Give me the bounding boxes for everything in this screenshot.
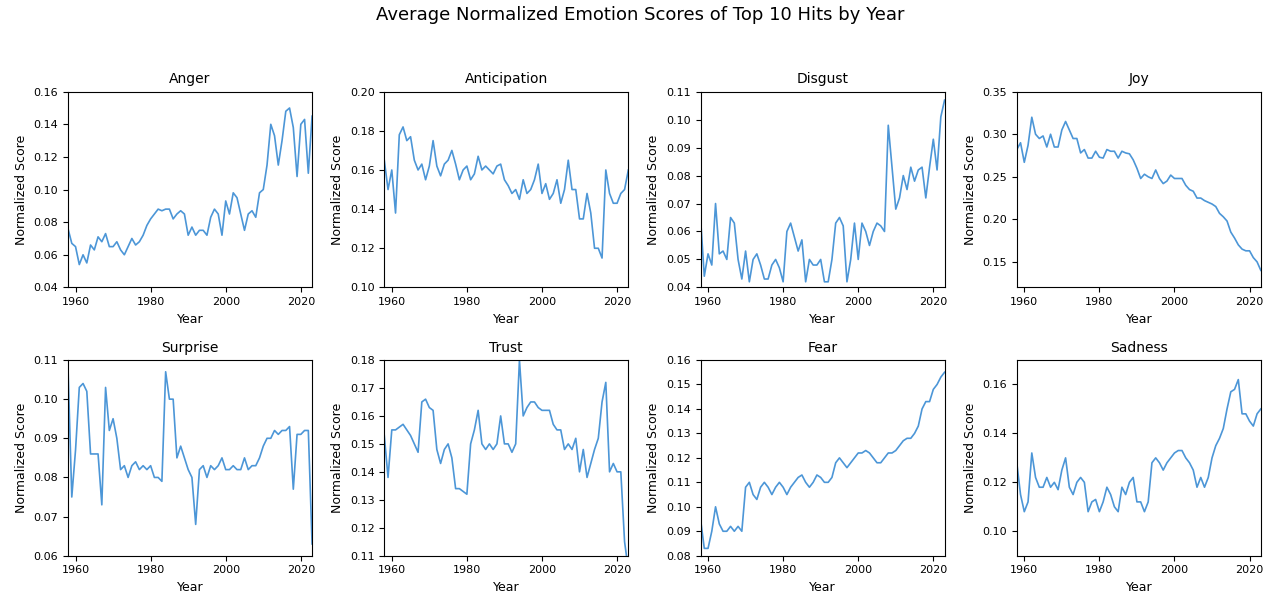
X-axis label: Year: Year (493, 312, 520, 326)
Title: Anger: Anger (169, 72, 211, 86)
X-axis label: Year: Year (177, 312, 204, 326)
Y-axis label: Normalized Score: Normalized Score (332, 403, 344, 513)
Y-axis label: Normalized Score: Normalized Score (15, 135, 28, 245)
X-axis label: Year: Year (809, 581, 836, 594)
Title: Surprise: Surprise (161, 340, 219, 354)
Title: Fear: Fear (808, 340, 837, 354)
X-axis label: Year: Year (177, 581, 204, 594)
X-axis label: Year: Year (809, 312, 836, 326)
X-axis label: Year: Year (1125, 312, 1152, 326)
Title: Joy: Joy (1129, 72, 1149, 86)
Title: Trust: Trust (489, 340, 524, 354)
X-axis label: Year: Year (1125, 581, 1152, 594)
Title: Sadness: Sadness (1110, 340, 1167, 354)
Y-axis label: Normalized Score: Normalized Score (648, 403, 660, 513)
Text: Average Normalized Emotion Scores of Top 10 Hits by Year: Average Normalized Emotion Scores of Top… (376, 6, 904, 24)
Y-axis label: Normalized Score: Normalized Score (332, 135, 344, 245)
Y-axis label: Normalized Score: Normalized Score (15, 403, 28, 513)
Y-axis label: Normalized Score: Normalized Score (964, 135, 977, 245)
Y-axis label: Normalized Score: Normalized Score (648, 135, 660, 245)
Title: Disgust: Disgust (796, 72, 849, 86)
Title: Anticipation: Anticipation (465, 72, 548, 86)
Y-axis label: Normalized Score: Normalized Score (964, 403, 977, 513)
X-axis label: Year: Year (493, 581, 520, 594)
